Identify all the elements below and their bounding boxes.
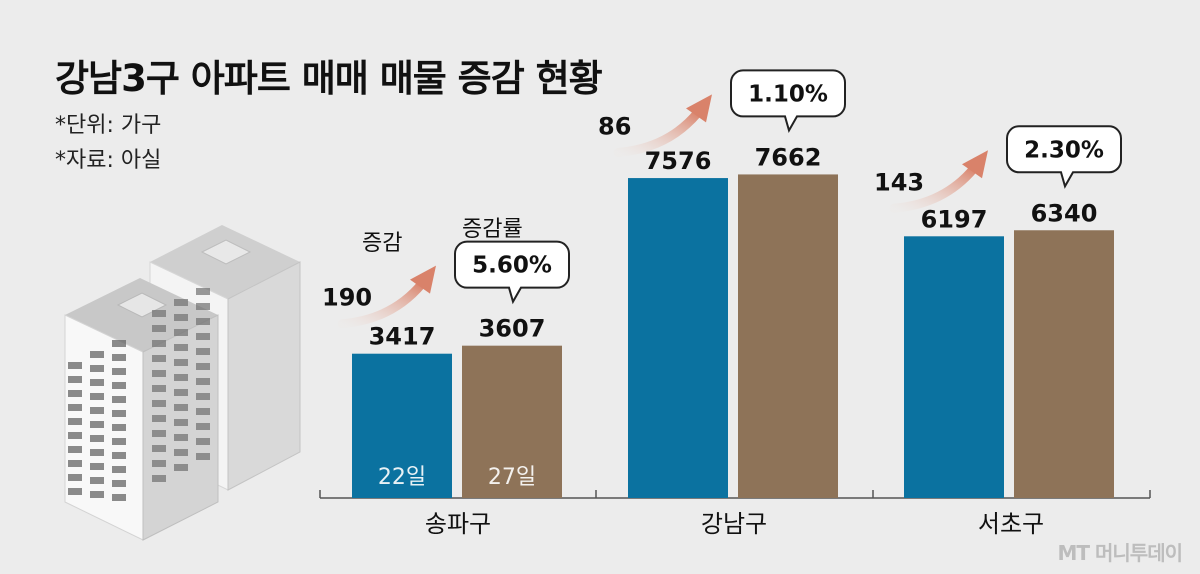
change-value: 86: [598, 112, 631, 140]
rate-value: 2.30%: [1024, 137, 1104, 163]
rate-value: 1.10%: [748, 81, 828, 107]
chart-title: 강남3구 아파트 매매 매물 증감 현황: [55, 57, 603, 100]
increase-arrow: [337, 265, 436, 329]
change-heading: 증감: [362, 231, 402, 256]
bar-27: [462, 345, 562, 498]
bar-value-label: 3417: [369, 323, 436, 351]
bar-value-label: 7576: [645, 147, 712, 175]
rate-heading: 증감률: [462, 217, 523, 242]
category-label: 강남구: [701, 510, 767, 538]
bar-22: [904, 236, 1004, 498]
bar-value-label: 6340: [1031, 199, 1098, 227]
increase-arrow: [613, 94, 712, 157]
unit-note: *단위: 가구: [55, 113, 162, 138]
bar-value-label: 6197: [921, 205, 988, 233]
legend-label-27: 27일: [488, 465, 536, 490]
apartment-illustration: [64, 225, 301, 541]
bar-22: [352, 353, 452, 498]
category-label: 송파구: [425, 510, 491, 538]
bar-27: [738, 174, 838, 498]
change-value: 190: [322, 284, 372, 312]
change-value: 143: [874, 168, 924, 196]
category-label: 서초구: [978, 510, 1044, 538]
bar-22: [628, 178, 728, 498]
bar-value-label: 3607: [479, 315, 546, 343]
rate-bubble: 2.30%: [1006, 125, 1122, 189]
watermark: MT 머니투데이: [1057, 541, 1183, 565]
rate-value: 5.60%: [472, 253, 552, 279]
rate-bubble: 5.60%: [454, 240, 570, 305]
rate-bubble: 1.10%: [730, 69, 846, 133]
legend-label-22: 22일: [378, 465, 426, 490]
bar-value-label: 7662: [755, 143, 822, 171]
source-note: *자료: 아실: [55, 148, 162, 173]
increase-arrow: [889, 150, 988, 213]
bar-27: [1014, 230, 1114, 499]
